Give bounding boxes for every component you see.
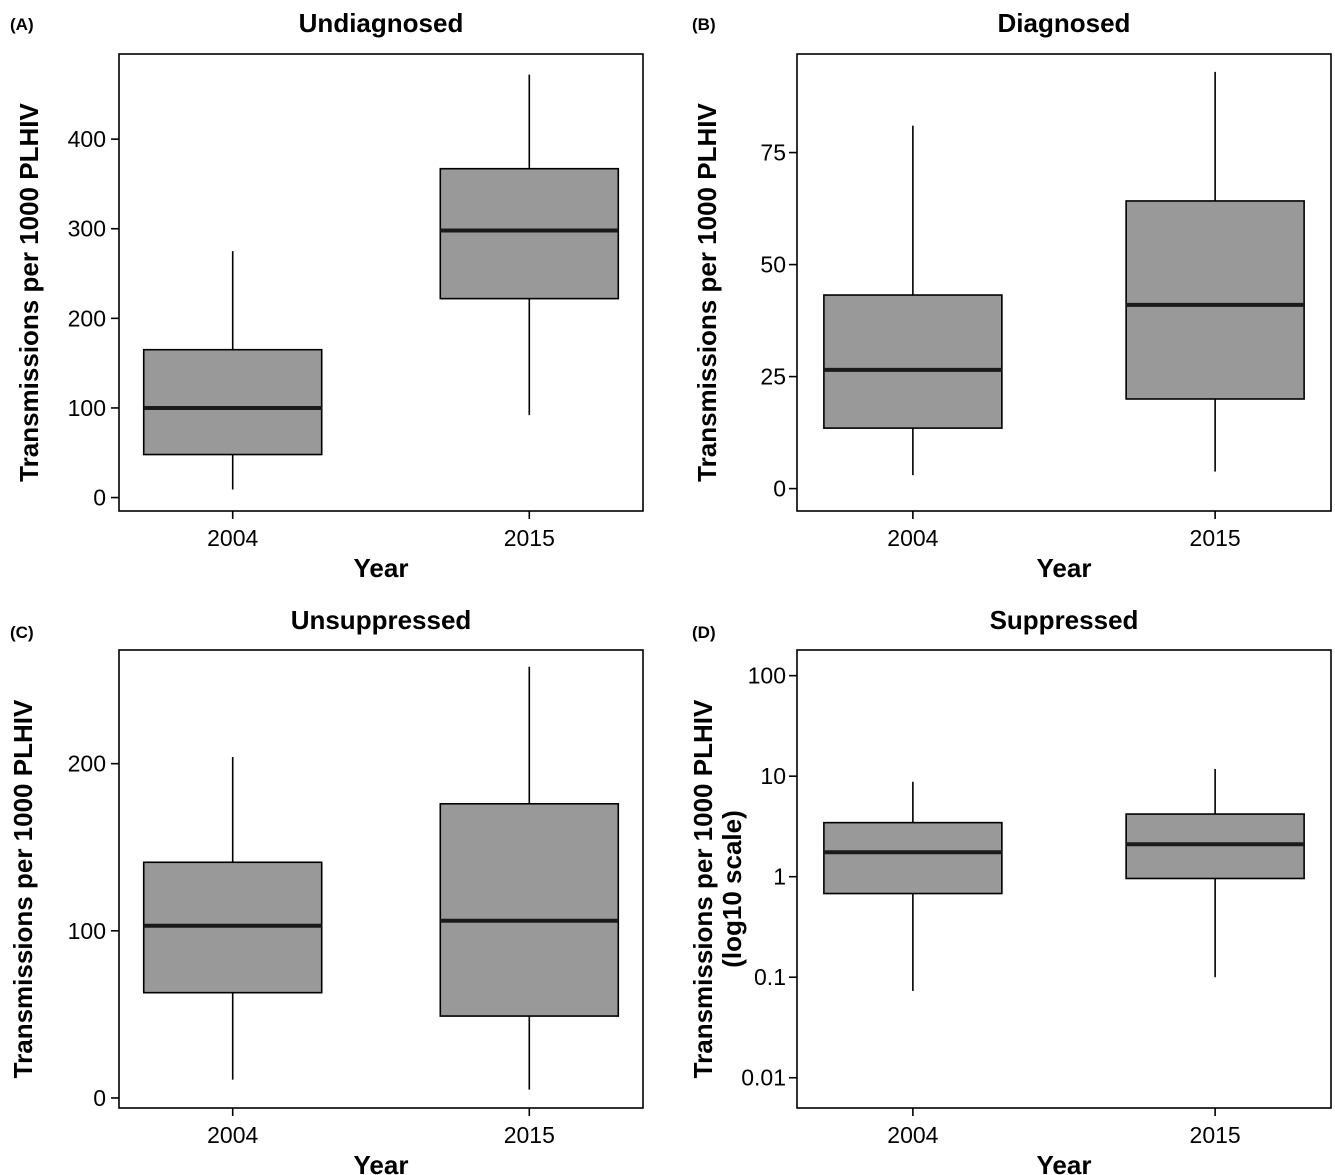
panel-b: (B) Diagnosed 0 25 50 75 2004 2015 Year Transmiss… [692, 8, 1332, 583]
panel-tag: (C) [10, 623, 34, 642]
x-tick-label: 2004 [207, 525, 258, 551]
plot-frame [796, 53, 1332, 512]
y-axis-label: (log10 scale) [717, 810, 747, 968]
y-tick-label: 0 [773, 476, 786, 502]
panel-d: (D) Suppressed 0.01 0.1 1 10 100 2004 2015 Year Tr… [688, 605, 1332, 1175]
box-2015 [439, 74, 620, 416]
x-tick-label: 2015 [504, 525, 555, 551]
panel-title: Undiagnosed [299, 8, 464, 38]
y-tick-label: 50 [760, 252, 786, 278]
box-2004 [823, 125, 1003, 476]
box-iqr [439, 802, 620, 1017]
y-tick-label: 75 [760, 140, 786, 166]
panel-title: Diagnosed [998, 8, 1131, 38]
y-tick-label: 200 [68, 305, 106, 331]
panel-title: Suppressed [990, 605, 1139, 635]
box-iqr [823, 821, 1003, 895]
x-tick-label: 2015 [504, 1122, 555, 1148]
panel-c: (C) Unsuppressed 0 100 200 2004 2015 Year Transm… [8, 605, 644, 1175]
box-iqr [439, 167, 620, 300]
x-tick-label: 2015 [1190, 525, 1241, 551]
box-2004 [142, 251, 323, 490]
x-tick-label: 2004 [887, 525, 938, 551]
x-tick-label: 2004 [207, 1122, 258, 1148]
panel-a: (A) Undiagnosed 0 100 200 300 400 2004 2015 Year T… [10, 8, 644, 583]
y-tick-label: 0 [93, 1085, 106, 1111]
box-2004 [823, 781, 1003, 991]
plot-frame [118, 53, 644, 512]
y-axis-label: Transmissions per 1000 PLHIV [688, 699, 718, 1078]
x-axis-label: Year [354, 1150, 409, 1175]
y-tick-label: 200 [68, 751, 106, 777]
y-tick-label: 0 [93, 485, 106, 511]
x-axis-label: Year [1037, 1150, 1092, 1175]
box-iqr [823, 294, 1003, 429]
y-tick-label: 0.1 [754, 964, 786, 990]
y-axis-label: Transmissions per 1000 PLHIV [692, 103, 722, 482]
panel-tag: (A) [10, 15, 34, 34]
box-2015 [1125, 71, 1305, 472]
plot-frame [796, 649, 1332, 1109]
y-tick-label: 0.01 [741, 1065, 786, 1091]
y-tick-label: 100 [68, 918, 106, 944]
y-tick-label: 10 [760, 763, 786, 789]
box-2015 [1125, 768, 1305, 978]
box-2004 [142, 756, 323, 1080]
x-tick-label: 2015 [1190, 1122, 1241, 1148]
panel-tag: (B) [692, 15, 716, 34]
y-axis-label: Transmissions per 1000 PLHIV [14, 103, 44, 482]
y-tick-label: 300 [68, 216, 106, 242]
x-tick-label: 2004 [887, 1122, 938, 1148]
y-tick-label: 25 [760, 364, 786, 390]
x-axis-label: Year [354, 553, 409, 583]
y-axis-label: Transmissions per 1000 PLHIV [8, 699, 38, 1078]
x-axis-label: Year [1037, 553, 1092, 583]
plot-frame [118, 649, 644, 1109]
panel-tag: (D) [692, 623, 716, 642]
y-tick-label: 100 [748, 663, 786, 689]
y-tick-label: 100 [68, 395, 106, 421]
panel-title: Unsuppressed [291, 605, 472, 635]
box-iqr [142, 348, 323, 456]
y-tick-label: 1 [773, 864, 786, 890]
box-2015 [439, 666, 620, 1090]
box-iqr [1125, 200, 1305, 400]
y-tick-label: 400 [68, 126, 106, 152]
